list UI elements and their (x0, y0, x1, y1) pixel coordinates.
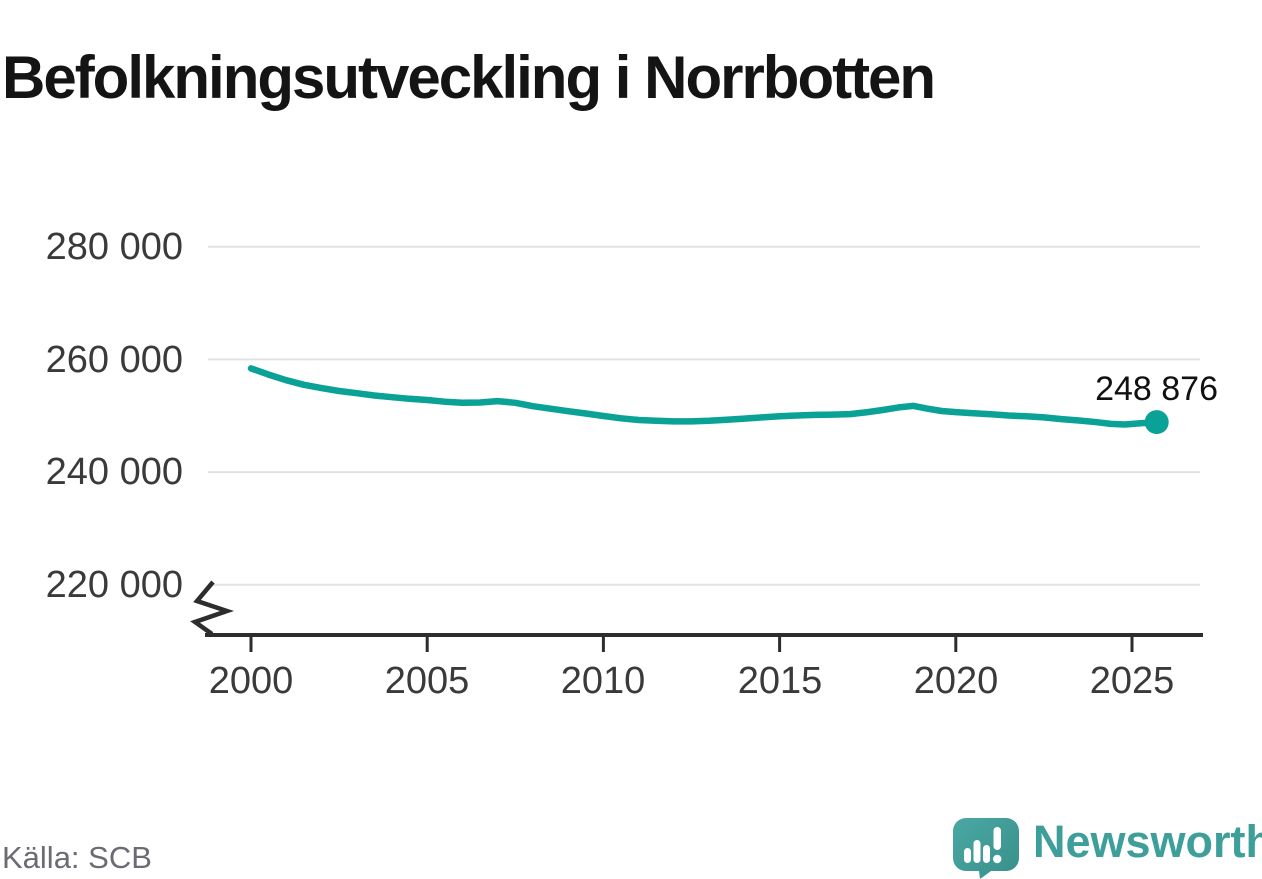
x-axis-tick-label: 2000 (208, 660, 294, 702)
newsworthy-logo-text: Newsworthy (1033, 816, 1262, 867)
newsworthy-logo: Newsworthy (953, 818, 1262, 879)
y-axis-tick-label: 260 000 (45, 339, 183, 381)
newsworthy-speech-bubble-icon (953, 818, 1019, 879)
last-value-label: 248 876 (1095, 370, 1218, 408)
gridlines (208, 245, 1200, 586)
last-value-dot (1144, 410, 1169, 435)
y-axis-tick-label: 240 000 (45, 451, 183, 493)
x-axis-tick-label: 2010 (560, 660, 646, 702)
y-axis-tick-label: 220 000 (45, 564, 183, 606)
source-note: Källa: SCB (2, 840, 152, 875)
population-line-series (247, 365, 1160, 428)
y-axis-break-icon (190, 580, 235, 636)
chart-title: Befolkningsutveckling i Norrbotten (2, 44, 936, 112)
x-axis-tick-label: 2005 (384, 660, 470, 702)
y-axis-tick-label: 280 000 (45, 226, 183, 268)
x-axis-ticks (249, 637, 1134, 652)
x-axis-tick-label: 2015 (737, 660, 823, 702)
x-axis-tick-label: 2025 (1089, 660, 1175, 702)
bar-chart-exclamation-glyph (964, 827, 1002, 864)
x-axis-tick-label: 2020 (913, 660, 999, 702)
